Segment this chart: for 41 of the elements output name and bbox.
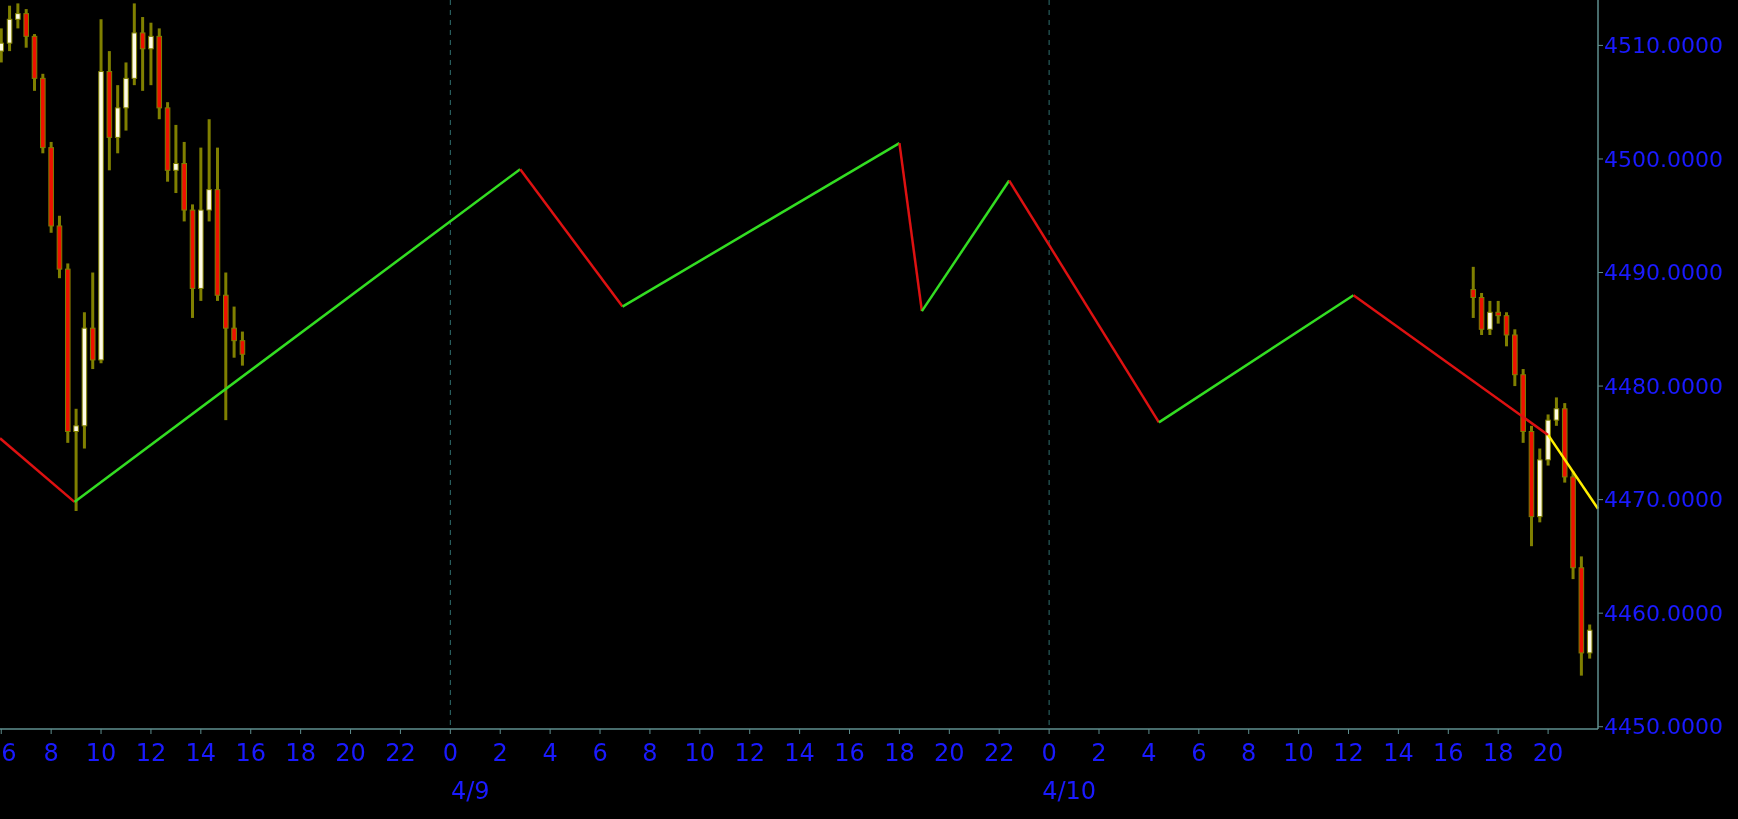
x-tick-label: 2 (1091, 739, 1107, 767)
x-tick-label: 12 (135, 739, 167, 767)
y-tick-label: 4500.0000 (1604, 146, 1723, 172)
x-tick-label: 6 (592, 739, 608, 767)
x-tick-label: 4 (542, 739, 558, 767)
x-tick-label: 0 (1041, 739, 1057, 767)
x-tick-label: 18 (285, 739, 316, 767)
x-tick-label: 16 (1433, 739, 1464, 767)
x-tick-label: 8 (1241, 739, 1257, 767)
x-tick-label: 10 (684, 739, 716, 767)
x-tick-label: 2 (492, 739, 508, 767)
x-tick-label: 12 (1333, 739, 1364, 767)
x-tick-label: 14 (185, 739, 217, 767)
x-tick-label: 22 (983, 739, 1015, 767)
x-tick-label: 10 (85, 739, 117, 767)
x-tick-label: 20 (1532, 739, 1564, 767)
x-tick-label: 10 (1283, 739, 1314, 767)
y-tick-label: 4450.0000 (1604, 714, 1723, 740)
y-tick-label: 4510.0000 (1604, 33, 1723, 59)
x-tick-label: 6 (1, 739, 17, 767)
x-tick-label: 16 (235, 739, 267, 767)
x-tick-label: 14 (1383, 739, 1414, 767)
x-tick-label: 18 (1482, 739, 1514, 767)
x-tick-label: 8 (642, 739, 658, 767)
y-tick-label: 4470.0000 (1604, 487, 1723, 513)
x-tick-label: 20 (934, 739, 965, 767)
y-tick-label: 4490.0000 (1604, 260, 1723, 286)
x-tick-label: 22 (385, 739, 416, 767)
x-tick-label: 20 (335, 739, 366, 767)
y-tick-label: 4460.0000 (1604, 600, 1723, 626)
x-tick-label: 8 (43, 739, 59, 767)
x-tick-label: 16 (834, 739, 865, 767)
x-tick-label: 6 (1191, 739, 1207, 767)
y-tick-label: 4480.0000 (1604, 373, 1723, 399)
x-tick-label: 4 (1141, 739, 1157, 767)
x-tick-label: 12 (734, 739, 765, 767)
ref-line-label: 4/10 (1042, 777, 1097, 805)
x-tick-label: 0 (442, 739, 458, 767)
ref-line-label: 4/9 (451, 777, 490, 805)
x-tick-label: 18 (884, 739, 915, 767)
x-tick-label: 14 (784, 739, 815, 767)
